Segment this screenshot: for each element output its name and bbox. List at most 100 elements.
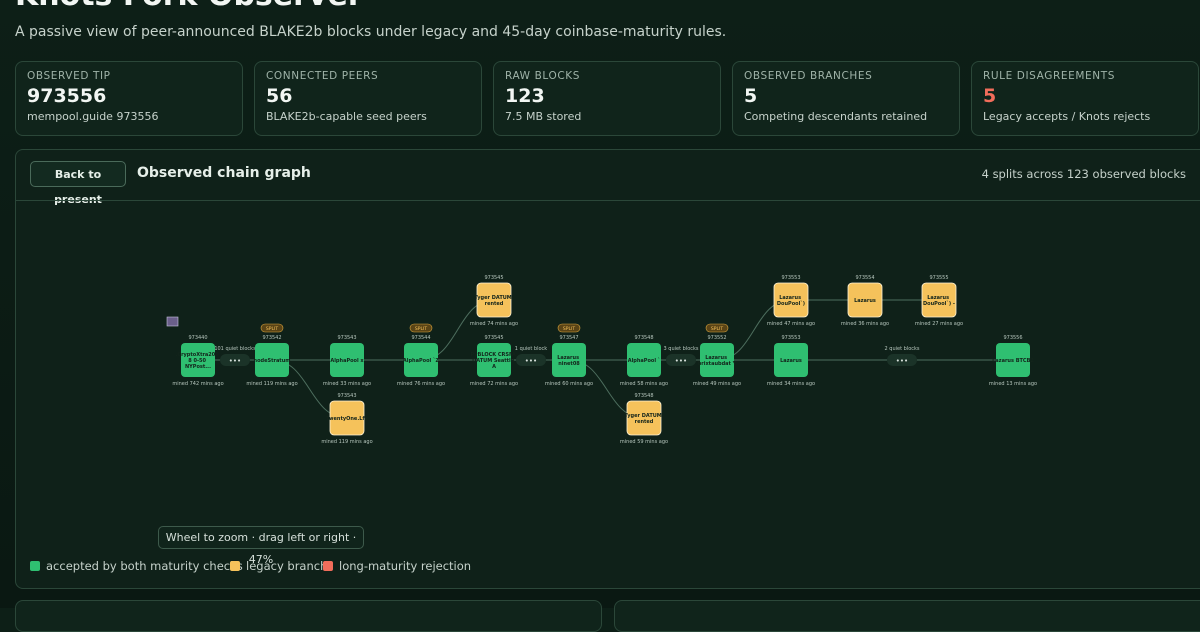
block-node — [255, 343, 289, 377]
split-badge — [557, 323, 581, 333]
stat-card: RULE DISAGREEMENTS 5 Legacy accepts / Knot… — [971, 61, 1199, 136]
gap-label: 1 quiet block — [515, 346, 547, 352]
block-label: AlphaPool `Z — [403, 358, 440, 364]
block-meta: mined 119 mins ago — [246, 381, 297, 387]
block-node — [181, 343, 215, 377]
stat-label: CONNECTED PEERS — [266, 70, 379, 82]
split-badge — [705, 323, 729, 333]
stat-card: OBSERVED TIP 973556 mempool.guide 973556 — [15, 61, 243, 136]
stat-label: RULE DISAGREEMENTS — [983, 70, 1115, 82]
block-label: TwentyOne.Lfe — [326, 416, 369, 422]
legend-swatch — [230, 561, 240, 571]
stat-note: Legacy accepts / Knots rejects — [983, 110, 1151, 123]
stat-value: 973556 — [27, 85, 107, 107]
chain-graph[interactable]: ••• 101 quiet blocks ••• 1 quiet block ••• 3 … — [16, 201, 1200, 521]
split-badge — [409, 323, 433, 333]
stat-label: OBSERVED BRANCHES — [744, 70, 873, 82]
block-meta: mined 49 mins ago — [693, 381, 741, 387]
block-node — [627, 343, 661, 377]
block-label: PyBLOCK CRSFA DATUM Seattle A — [471, 352, 518, 370]
block-height: 973553 — [781, 275, 800, 281]
block-meta: mined 27 mins ago — [915, 321, 963, 327]
split-label: SPLIT — [563, 326, 575, 332]
gap-pill — [516, 354, 546, 366]
block-node — [404, 343, 438, 377]
graph-summary: 4 splits across 123 observed blocks — [981, 167, 1186, 181]
block-meta: mined 74 mins ago — [470, 321, 518, 327]
block-node — [626, 400, 662, 436]
block-height: 973543 — [337, 393, 356, 399]
block-node — [774, 343, 808, 377]
split-badge — [260, 323, 284, 333]
block-node — [552, 343, 586, 377]
page-title: Knots Fork Observer — [15, 0, 363, 13]
lower-panel — [15, 600, 602, 632]
block-meta: mined 60 mins ago — [545, 381, 593, 387]
block-meta: mined 47 mins ago — [767, 321, 815, 327]
block-label: Tyger DATUM rented — [624, 413, 663, 425]
split-label: SPLIT — [415, 326, 427, 332]
peer-icon — [166, 316, 179, 327]
legend-item: legacy branch — [230, 559, 327, 573]
block-height: 973548 — [634, 393, 653, 399]
block-meta: mined 36 mins ago — [841, 321, 889, 327]
block-label: nodeStratum — [254, 358, 291, 364]
stat-note: mempool.guide 973556 — [27, 110, 159, 123]
block-label: Lazarus DouPool`) - — [923, 295, 955, 307]
gap-pill — [887, 354, 917, 366]
block-node — [847, 282, 883, 318]
stat-note: 7.5 MB stored — [505, 110, 582, 123]
legend-swatch — [30, 561, 40, 571]
stat-label: OBSERVED TIP — [27, 70, 111, 82]
stat-note: Competing descendants retained — [744, 110, 928, 123]
block-node — [477, 343, 511, 377]
gap-dots: ••• — [525, 357, 537, 365]
gap-dots: ••• — [896, 357, 908, 365]
block-height: 973556 — [1003, 335, 1022, 341]
block-node — [476, 282, 512, 318]
gap-dots: ••• — [229, 357, 241, 365]
block-height: 973552 — [707, 335, 726, 341]
block-height: 973542 — [262, 335, 281, 341]
stat-value: 123 — [505, 85, 545, 107]
block-label: Lazarus — [854, 298, 876, 304]
gap-pill — [220, 354, 250, 366]
block-meta: mined 33 mins ago — [323, 381, 371, 387]
legend-item: long-maturity rejection — [323, 559, 471, 573]
block-height: 973553 — [781, 335, 800, 341]
block-meta: mined 58 mins ago — [620, 381, 668, 387]
block-label: Lazarus brixtaubdat Y — [698, 355, 737, 367]
block-meta: mined 34 mins ago — [767, 381, 815, 387]
legend-item: accepted by both maturity checks — [30, 559, 243, 573]
stat-value: 56 — [266, 85, 293, 107]
lower-panel — [614, 600, 1200, 632]
gap-label: 3 quiet blocks — [664, 346, 699, 352]
gap-label: 2 quiet blocks — [885, 346, 920, 352]
block-node — [773, 282, 809, 318]
block-meta: mined 59 mins ago — [620, 439, 668, 445]
legend-label: long-maturity rejection — [339, 559, 472, 573]
block-height: 973543 — [337, 335, 356, 341]
split-label: SPLIT — [266, 326, 278, 332]
block-meta: mined 119 mins ago — [321, 439, 372, 445]
stat-note: BLAKE2b-capable seed peers — [266, 110, 427, 123]
subtitle: A passive view of peer-announced BLAKE2b… — [15, 24, 727, 40]
legend-swatch — [323, 561, 333, 571]
block-label: Lazarus ninet08 — [557, 355, 581, 367]
block-meta: mined 13 mins ago — [989, 381, 1037, 387]
block-label: AlphaPool ` — [628, 358, 661, 364]
block-height: 973555 — [929, 275, 948, 281]
block-label: Lazarus BTCB2 — [992, 358, 1034, 364]
back-button[interactable]: Back to present — [30, 161, 126, 206]
block-node — [921, 282, 957, 318]
block-label: Tyger DATUM rented — [474, 295, 513, 307]
gap-dots: ••• — [675, 357, 687, 365]
legend-label: accepted by both maturity checks — [46, 559, 243, 573]
block-label: AlphaPool x — [330, 358, 364, 364]
block-meta: mined 76 mins ago — [397, 381, 445, 387]
block-node — [700, 343, 734, 377]
block-height: 973544 — [411, 335, 430, 341]
block-meta: mined 72 mins ago — [470, 381, 518, 387]
block-height: 973547 — [559, 335, 578, 341]
